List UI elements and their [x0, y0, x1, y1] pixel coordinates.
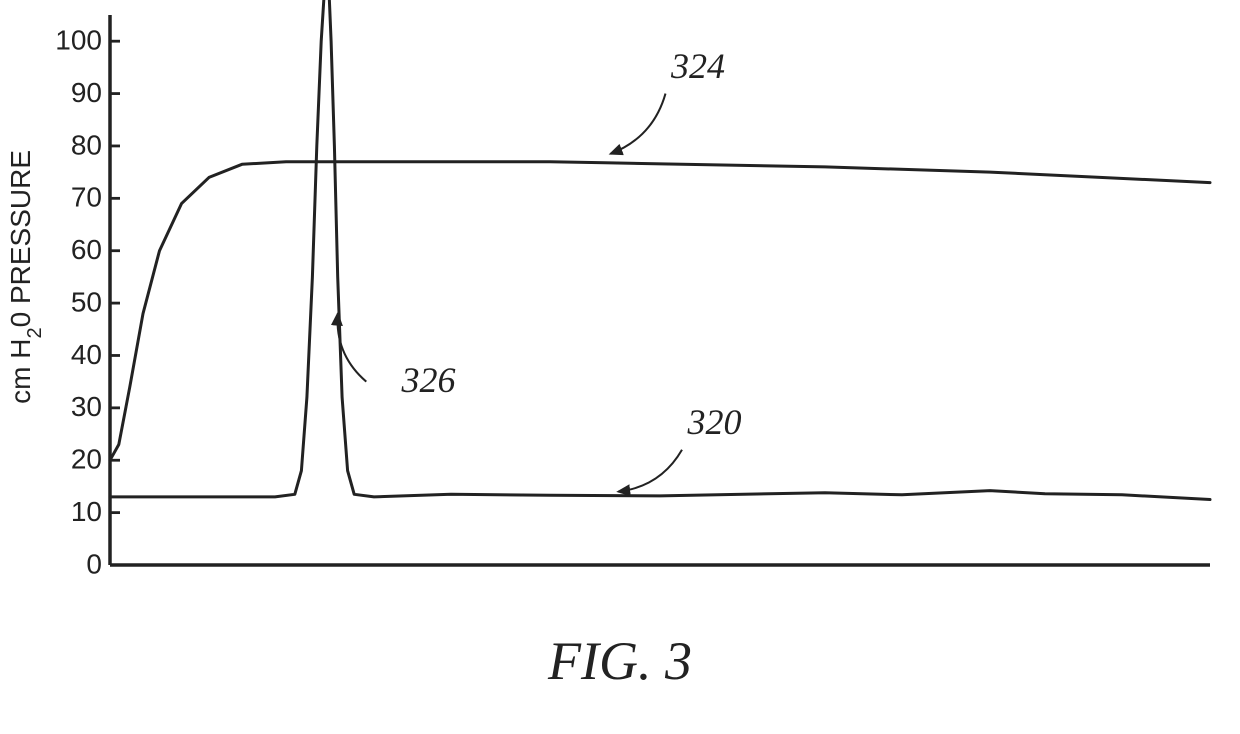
y-tick-label: 40	[71, 339, 102, 370]
y-tick-label: 70	[71, 182, 102, 213]
series-324	[110, 162, 1210, 461]
series-320	[110, 0, 1210, 500]
plot-svg: 0102030405060708090100cm H20 PRESSURE324…	[110, 15, 1210, 565]
figure-caption: FIG. 3	[0, 630, 1240, 692]
callout-324-arrow	[611, 94, 666, 154]
y-tick-label: 50	[71, 286, 102, 317]
y-axis-label: cm H20 PRESSURE	[5, 150, 46, 404]
y-tick-label: 10	[71, 496, 102, 527]
svg-text:cm H20 PRESSURE: cm H20 PRESSURE	[5, 150, 46, 404]
y-tick-label: 20	[71, 444, 102, 475]
callout-320-label: 320	[687, 402, 742, 442]
y-tick-label: 0	[86, 548, 102, 579]
callout-324-label: 324	[670, 46, 725, 86]
y-tick-label: 60	[71, 234, 102, 265]
figure-container: 0 10 20 30 40 50 60 70 80 90 100 cm H20 PRESSURE 324…	[0, 0, 1240, 734]
plot-area: 0102030405060708090100cm H20 PRESSURE324…	[110, 15, 1210, 565]
callout-320-arrow	[618, 450, 682, 492]
y-tick-label: 100	[55, 25, 102, 56]
y-tick-label: 90	[71, 77, 102, 108]
callout-326-label: 326	[401, 360, 456, 400]
y-tick-label: 80	[71, 129, 102, 160]
y-tick-label: 30	[71, 391, 102, 422]
